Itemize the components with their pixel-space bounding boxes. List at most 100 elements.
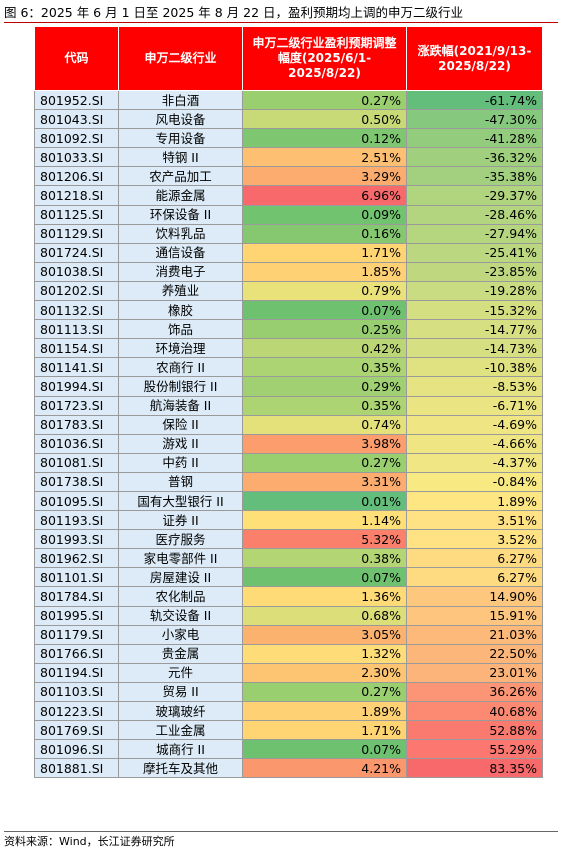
table-row: 801141.SI 农商行 II 0.35% -10.38%	[34, 357, 543, 378]
table-row: 801043.SI 风电设备 0.50% -47.30%	[34, 109, 543, 130]
code-cell: 801223.SI	[34, 700, 119, 722]
code-cell: 801202.SI	[34, 280, 119, 302]
table-row: 801724.SI 通信设备 1.71% -25.41%	[34, 242, 543, 263]
industry-cell: 贸易 II	[118, 681, 243, 703]
price-change-cell: -27.94%	[406, 223, 543, 244]
earnings-adjustment-cell: 1.71%	[242, 242, 407, 263]
earnings-adjustment-cell: 0.09%	[242, 204, 407, 225]
industry-cell: 航海装备 II	[118, 395, 243, 416]
table-row: 801994.SI 股份制银行 II 0.29% -8.53%	[34, 376, 543, 397]
table-row: 801769.SI 工业金属 1.71% 52.88%	[34, 720, 543, 741]
earnings-adjustment-cell: 6.96%	[242, 185, 407, 206]
code-cell: 801766.SI	[34, 643, 119, 664]
industry-cell: 小家电	[118, 624, 243, 645]
price-change-cell: 55.29%	[406, 739, 543, 760]
code-cell: 801038.SI	[34, 261, 119, 282]
code-cell: 801101.SI	[34, 567, 119, 588]
code-cell: 801132.SI	[34, 300, 119, 321]
code-cell: 801738.SI	[34, 471, 119, 492]
code-cell: 801206.SI	[34, 166, 119, 187]
price-change-cell: -25.41%	[406, 242, 543, 263]
earnings-adjustment-cell: 0.07%	[242, 739, 407, 760]
price-change-cell: -61.74%	[406, 89, 543, 111]
industry-cell: 股份制银行 II	[118, 376, 243, 397]
earnings-adjustment-cell: 0.12%	[242, 128, 407, 149]
industry-cell: 通信设备	[118, 242, 243, 263]
price-change-cell: 83.35%	[406, 758, 543, 779]
industry-cell: 饰品	[118, 319, 243, 340]
price-change-cell: 40.68%	[406, 700, 543, 722]
earnings-adjustment-cell: 4.21%	[242, 758, 407, 779]
price-change-cell: -15.32%	[406, 300, 543, 321]
earnings-adjustment-cell: 0.79%	[242, 280, 407, 302]
code-cell: 801096.SI	[34, 739, 119, 760]
industry-cell: 房屋建设 II	[118, 567, 243, 588]
source-note: 资料来源：Wind，长江证券研究所	[4, 835, 175, 848]
industry-cell: 能源金属	[118, 185, 243, 206]
table-row: 801202.SI 养殖业 0.79% -19.28%	[34, 280, 543, 302]
code-cell: 801113.SI	[34, 319, 119, 340]
price-change-cell: -41.28%	[406, 128, 543, 149]
industry-cell: 保险 II	[118, 414, 243, 435]
industry-cell: 工业金属	[118, 720, 243, 741]
code-cell: 801043.SI	[34, 109, 119, 130]
industry-cell: 家电零部件 II	[118, 548, 243, 569]
price-change-cell: 15.91%	[406, 605, 543, 626]
code-cell: 801154.SI	[34, 338, 119, 359]
earnings-adjustment-cell: 0.42%	[242, 338, 407, 359]
industry-cell: 医疗服务	[118, 529, 243, 550]
earnings-adjustment-cell: 1.89%	[242, 700, 407, 722]
earnings-adjustment-cell: 0.07%	[242, 567, 407, 588]
industry-cell: 橡胶	[118, 300, 243, 321]
industry-cell: 风电设备	[118, 109, 243, 130]
table-row: 801783.SI 保险 II 0.74% -4.69%	[34, 414, 543, 435]
table-row: 801206.SI 农产品加工 3.29% -35.38%	[34, 166, 543, 187]
earnings-adjustment-cell: 2.51%	[242, 147, 407, 168]
earnings-adjustment-cell: 0.16%	[242, 223, 407, 244]
code-cell: 801033.SI	[34, 147, 119, 168]
industry-cell: 饮料乳品	[118, 223, 243, 244]
price-change-cell: -10.38%	[406, 357, 543, 378]
code-cell: 801723.SI	[34, 395, 119, 416]
table-row: 801223.SI 玻璃玻纤 1.89% 40.68%	[34, 700, 543, 722]
table-row: 801154.SI 环境治理 0.42% -14.73%	[34, 338, 543, 359]
table-row: 801101.SI 房屋建设 II 0.07% 6.27%	[34, 567, 543, 588]
code-cell: 801092.SI	[34, 128, 119, 149]
industry-cell: 特钢 II	[118, 147, 243, 168]
price-change-cell: -14.77%	[406, 319, 543, 340]
industry-cell: 农商行 II	[118, 357, 243, 378]
industry-cell: 环境治理	[118, 338, 243, 359]
price-change-cell: 3.51%	[406, 510, 543, 531]
price-change-cell: 21.03%	[406, 624, 543, 645]
price-change-cell: -8.53%	[406, 376, 543, 397]
industry-cell: 城商行 II	[118, 739, 243, 760]
code-cell: 801036.SI	[34, 433, 119, 454]
industry-cell: 摩托车及其他	[118, 758, 243, 779]
table-row: 801179.SI 小家电 3.05% 21.03%	[34, 624, 543, 645]
industry-cell: 证券 II	[118, 510, 243, 531]
price-change-cell: -47.30%	[406, 109, 543, 130]
price-change-cell: -28.46%	[406, 204, 543, 225]
industry-cell: 消费电子	[118, 261, 243, 282]
price-change-cell: 23.01%	[406, 662, 543, 683]
price-change-cell: -0.84%	[406, 471, 543, 492]
table-row: 801081.SI 中药 II 0.27% -4.37%	[34, 452, 543, 473]
industry-cell: 农产品加工	[118, 166, 243, 187]
table-row: 801952.SI 非白酒 0.27% -61.74%	[34, 89, 543, 111]
code-cell: 801095.SI	[34, 490, 119, 512]
earnings-adjustment-cell: 0.74%	[242, 414, 407, 435]
table-row: 801194.SI 元件 2.30% 23.01%	[34, 662, 543, 683]
figure-title: 图 6：2025 年 6 月 1 日至 2025 年 8 月 22 日，盈利预期…	[4, 3, 558, 23]
code-cell: 801769.SI	[34, 720, 119, 741]
table-row: 801784.SI 农化制品 1.36% 14.90%	[34, 586, 543, 607]
price-change-cell: 22.50%	[406, 643, 543, 664]
price-change-cell: 3.52%	[406, 529, 543, 550]
header-earnings-adjustment: 申万二级行业盈利预期调整幅度(2025/6/1-2025/8/22)	[242, 26, 407, 91]
code-cell: 801994.SI	[34, 376, 119, 397]
earnings-adjustment-cell: 0.35%	[242, 395, 407, 416]
code-cell: 801962.SI	[34, 548, 119, 569]
code-cell: 801724.SI	[34, 242, 119, 263]
earnings-adjustment-cell: 0.27%	[242, 681, 407, 703]
earnings-adjustment-cell: 0.29%	[242, 376, 407, 397]
earnings-adjustment-cell: 1.36%	[242, 586, 407, 607]
